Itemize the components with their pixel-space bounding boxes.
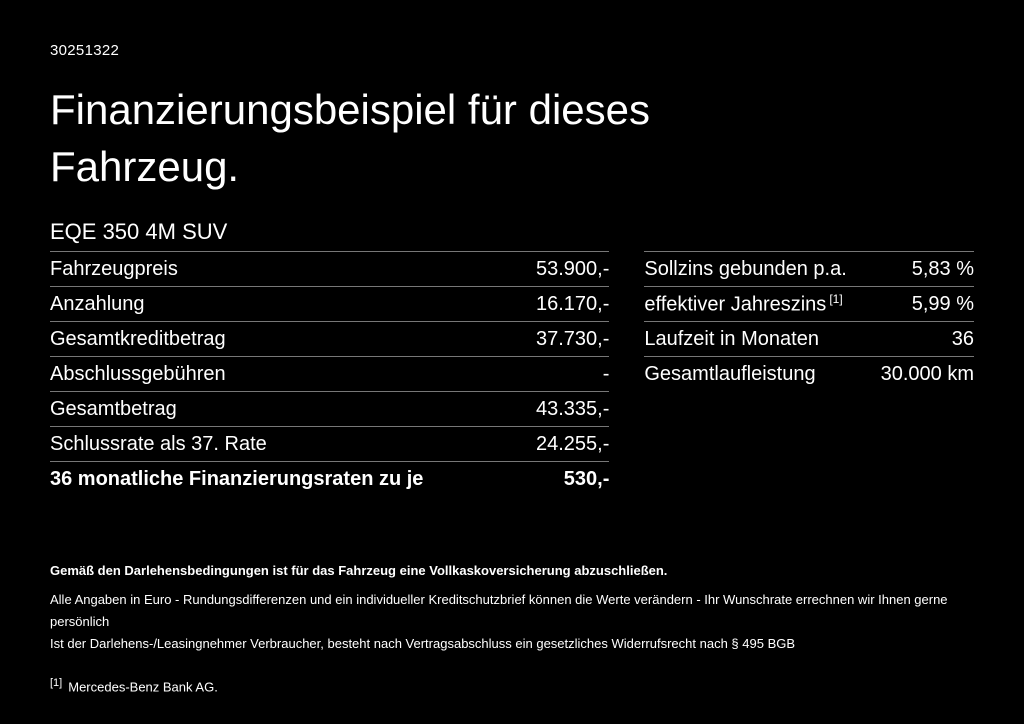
financing-tables: Fahrzeugpreis 53.900,- Anzahlung 16.170,…	[50, 251, 974, 496]
footnote-marker: [1]	[50, 677, 63, 689]
table-row: Laufzeit in Monaten 36	[644, 321, 974, 356]
row-value: -	[602, 362, 610, 385]
row-label: Schlussrate als 37. Rate	[50, 432, 267, 455]
insurance-note: Gemäß den Darlehensbedingungen ist für d…	[50, 563, 668, 578]
row-value: 5,83 %	[911, 257, 974, 280]
row-label: effektiver Jahreszins [1]	[644, 291, 843, 316]
table-row: Gesamtlaufleistung 30.000 km	[644, 356, 974, 391]
footnote-text: Mercedes-Benz Bank AG.	[68, 679, 218, 695]
row-value: 53.900,-	[535, 257, 610, 280]
row-label: Sollzins gebunden p.a.	[644, 257, 847, 280]
table-row: Gesamtbetrag 43.335,-	[50, 391, 610, 426]
row-label: Gesamtbetrag	[50, 397, 177, 420]
row-label: Gesamtkreditbetrag	[50, 327, 226, 350]
table-row: Sollzins gebunden p.a. 5,83 %	[644, 251, 974, 286]
table-row: Fahrzeugpreis 53.900,-	[50, 251, 610, 286]
row-value: 24.255,-	[535, 432, 610, 455]
footnote: [1] Mercedes-Benz Bank AG.	[50, 677, 974, 694]
row-label: Anzahlung	[50, 292, 145, 315]
row-value: 37.730,-	[535, 327, 610, 350]
table-row: effektiver Jahreszins [1] 5,99 %	[644, 286, 974, 321]
table-row: Gesamtkreditbetrag 37.730,-	[50, 321, 610, 356]
legal-footer: Gemäß den Darlehensbedingungen ist für d…	[50, 563, 974, 694]
row-value: 43.335,-	[535, 397, 610, 420]
row-label: Fahrzeugpreis	[50, 257, 178, 280]
vehicle-model: EQE 350 4M SUV	[50, 219, 228, 244]
document-number: 30251322	[50, 42, 120, 59]
row-label: Gesamtlaufleistung	[644, 362, 816, 385]
row-label: Abschlussgebühren	[50, 362, 226, 385]
table-row: Anzahlung 16.170,-	[50, 286, 610, 321]
row-label: 36 monatliche Finanzierungsraten zu je	[50, 467, 424, 490]
table-row: Schlussrate als 37. Rate 24.255,-	[50, 426, 610, 461]
footnote-marker: [1]	[829, 291, 843, 306]
row-label: Laufzeit in Monaten	[644, 327, 819, 350]
row-value: 16.170,-	[535, 292, 610, 315]
row-value: 30.000 km	[880, 362, 974, 385]
financing-amounts-table: Fahrzeugpreis 53.900,- Anzahlung 16.170,…	[50, 251, 610, 496]
row-value: 530,-	[563, 467, 610, 490]
financing-conditions-table: Sollzins gebunden p.a. 5,83 % effektiver…	[644, 251, 974, 391]
table-row: Abschlussgebühren -	[50, 356, 610, 391]
row-value: 36	[951, 327, 974, 350]
disclaimer-line-2: Ist der Darlehens-/Leasingnehmer Verbrau…	[50, 636, 796, 651]
disclaimer-line-1: Alle Angaben in Euro - Rundungsdifferenz…	[50, 592, 948, 629]
page-title: Finanzierungsbeispiel für dieses Fahrzeu…	[50, 86, 650, 190]
table-row-monthly-rate: 36 monatliche Finanzierungsraten zu je 5…	[50, 461, 610, 496]
row-value: 5,99 %	[911, 292, 974, 315]
